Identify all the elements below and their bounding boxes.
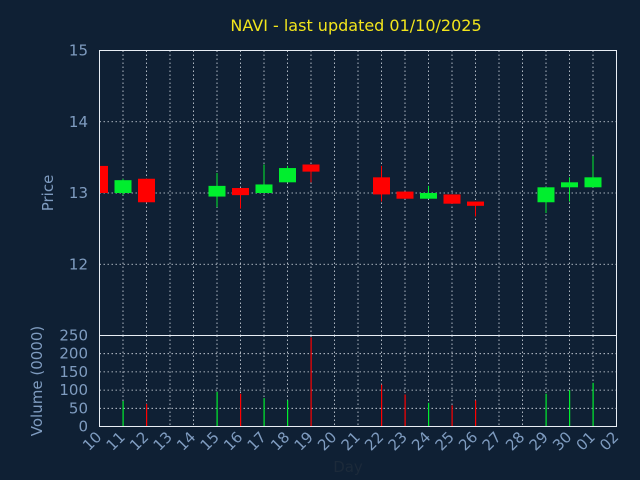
price-y-axis: 12 13 14 15 <box>69 42 88 274</box>
x-tick-label: 27 <box>479 428 505 454</box>
volume-grid <box>99 335 617 427</box>
candle-body <box>114 180 132 193</box>
volume-bar <box>240 393 242 427</box>
volume-bar <box>146 403 148 427</box>
candle-body <box>420 193 437 199</box>
volume-plot-frame <box>99 335 617 427</box>
x-tick-label: 30 <box>549 428 575 454</box>
x-tick-label: 28 <box>502 428 528 454</box>
volume-bar <box>404 394 406 427</box>
candle-body <box>443 194 461 204</box>
volume-bar <box>592 382 594 427</box>
candlesticks <box>99 155 602 217</box>
volume-bar <box>451 405 453 427</box>
price-tick-label: 12 <box>69 255 88 273</box>
x-tick-label: 18 <box>267 428 293 454</box>
candle-body <box>99 165 108 193</box>
x-tick-label: 12 <box>126 428 152 454</box>
volume-bar <box>310 337 312 427</box>
x-axis-label: Day <box>333 458 363 476</box>
volume-bar <box>122 401 124 427</box>
candle-body <box>255 184 273 193</box>
volume-bar <box>545 393 547 427</box>
candle-body <box>561 182 578 188</box>
price-tick-label: 13 <box>69 184 88 202</box>
x-axis: 1011121314151617181920212223242526272829… <box>79 428 622 454</box>
price-axis-label: Price <box>39 175 57 212</box>
x-tick-label: 19 <box>291 428 317 454</box>
candle-body <box>302 164 320 172</box>
volume-axis-label: Volume (0000) <box>28 326 46 436</box>
x-tick-label: 17 <box>244 428 270 454</box>
x-tick-label: 02 <box>596 428 622 454</box>
x-tick-label: 14 <box>173 428 199 454</box>
x-tick-label: 29 <box>526 428 552 454</box>
candle-body <box>584 177 602 188</box>
price-tick-label: 14 <box>69 113 88 131</box>
volume-bars <box>122 337 594 427</box>
volume-bar <box>475 400 477 427</box>
x-tick-label: 13 <box>150 428 176 454</box>
candle-body <box>467 201 484 206</box>
volume-tick-label: 150 <box>59 363 88 381</box>
candle-body <box>279 168 296 183</box>
x-tick-label: 21 <box>338 428 364 454</box>
volume-bar <box>381 384 383 427</box>
volume-bar <box>287 400 289 427</box>
volume-tick-label: 50 <box>69 399 88 417</box>
x-tick-label: 11 <box>103 428 129 454</box>
volume-tick-label: 100 <box>59 381 88 399</box>
candle-body <box>396 191 414 199</box>
x-tick-label: 24 <box>408 428 434 454</box>
volume-tick-label: 200 <box>59 345 88 363</box>
volume-tick-label: 250 <box>59 327 88 345</box>
volume-bar <box>569 390 571 427</box>
x-tick-label: 20 <box>314 428 340 454</box>
candle-body <box>138 178 155 203</box>
candle-body <box>208 185 226 197</box>
price-tick-label: 15 <box>69 42 88 60</box>
x-tick-label: 25 <box>432 428 458 454</box>
x-tick-label: 15 <box>197 428 223 454</box>
x-tick-label: 16 <box>220 428 246 454</box>
x-tick-label: 01 <box>573 428 599 454</box>
candle-body <box>232 188 249 196</box>
x-tick-label: 26 <box>455 428 481 454</box>
price-grid <box>99 50 617 336</box>
candle-body <box>373 177 390 195</box>
volume-tick-label: 0 <box>78 418 88 436</box>
volume-bar <box>263 398 265 427</box>
volume-bar <box>428 402 430 427</box>
volume-bar <box>216 391 218 427</box>
chart-title: NAVI - last updated 01/10/2025 <box>230 16 481 35</box>
x-tick-label: 22 <box>361 428 387 454</box>
x-tick-label: 23 <box>385 428 411 454</box>
candle-body <box>537 187 555 203</box>
